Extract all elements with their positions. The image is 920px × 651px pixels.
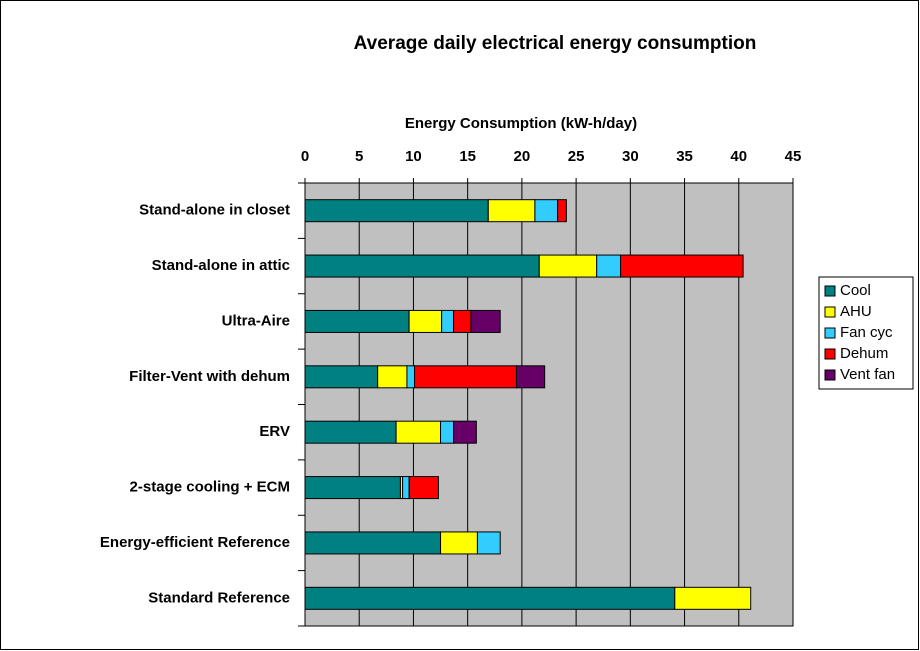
- bar-segment: [453, 420, 477, 444]
- x-tick-label: 15: [459, 148, 476, 165]
- legend-swatch: [824, 327, 836, 339]
- x-tick-label: 0: [301, 148, 309, 165]
- bar-segment: [406, 365, 416, 389]
- y-tick-label: Filter-Vent with dehum: [129, 368, 290, 385]
- x-tick-label: 40: [730, 148, 747, 165]
- legend-label: Fan cyc: [840, 324, 893, 341]
- x-tick-label: 5: [355, 148, 363, 165]
- bar-segment: [304, 309, 410, 333]
- bar-segment: [408, 309, 443, 333]
- bar-segment: [304, 586, 676, 610]
- bar-segment: [534, 199, 559, 223]
- bar-segment: [470, 309, 501, 333]
- bar-segment: [440, 420, 455, 444]
- legend-label: Cool: [840, 282, 871, 299]
- x-tick-label: 30: [622, 148, 639, 165]
- bar-segment: [674, 586, 752, 610]
- bar-segment: [304, 476, 401, 500]
- bar-segment: [304, 199, 489, 223]
- legend-swatch: [824, 348, 836, 360]
- bar-segment: [395, 420, 442, 444]
- y-tick-label: Stand-alone in closet: [139, 202, 290, 219]
- bar-segment: [304, 420, 397, 444]
- y-tick-label: ERV: [259, 423, 290, 440]
- bar-segment: [453, 309, 472, 333]
- bar-segment: [596, 254, 622, 278]
- bar-segment: [538, 254, 598, 278]
- x-tick-label: 25: [568, 148, 585, 165]
- y-tick-label: Energy-efficient Reference: [100, 534, 290, 551]
- bar-segment: [620, 254, 744, 278]
- bar-segment: [440, 531, 478, 555]
- y-tick-label: Standard Reference: [148, 589, 290, 606]
- legend-swatch: [824, 285, 836, 297]
- legend-swatch: [824, 306, 836, 318]
- bar-segment: [557, 199, 567, 223]
- bar-segment: [441, 309, 455, 333]
- chart-title: Average daily electrical energy consumpt…: [354, 33, 757, 54]
- bar-segment: [408, 476, 439, 500]
- y-tick-label: Stand-alone in attic: [152, 257, 290, 274]
- bar-segment: [304, 365, 379, 389]
- plot-area: [305, 183, 793, 626]
- bar-segment: [515, 365, 546, 389]
- legend-label: AHU: [840, 303, 872, 320]
- legend-label: Vent fan: [840, 366, 895, 383]
- x-tick-label: 10: [405, 148, 422, 165]
- x-tick-label: 45: [785, 148, 802, 165]
- x-tick-label: 35: [676, 148, 693, 165]
- y-tick-label: Ultra-Aire: [222, 312, 290, 329]
- bar-segment: [402, 476, 410, 500]
- bar-segment: [414, 365, 517, 389]
- y-tick-label: 2-stage cooling + ECM: [130, 479, 290, 496]
- x-tick-label: 20: [514, 148, 531, 165]
- x-axis-title: Energy Consumption (kW-h/day): [405, 115, 637, 132]
- legend-swatch: [824, 369, 836, 381]
- legend-label: Dehum: [840, 345, 888, 362]
- bar-segment: [476, 531, 501, 555]
- bar-segment: [487, 199, 536, 223]
- bar-segment: [304, 531, 442, 555]
- bar-segment: [377, 365, 408, 389]
- bar-segment: [304, 254, 540, 278]
